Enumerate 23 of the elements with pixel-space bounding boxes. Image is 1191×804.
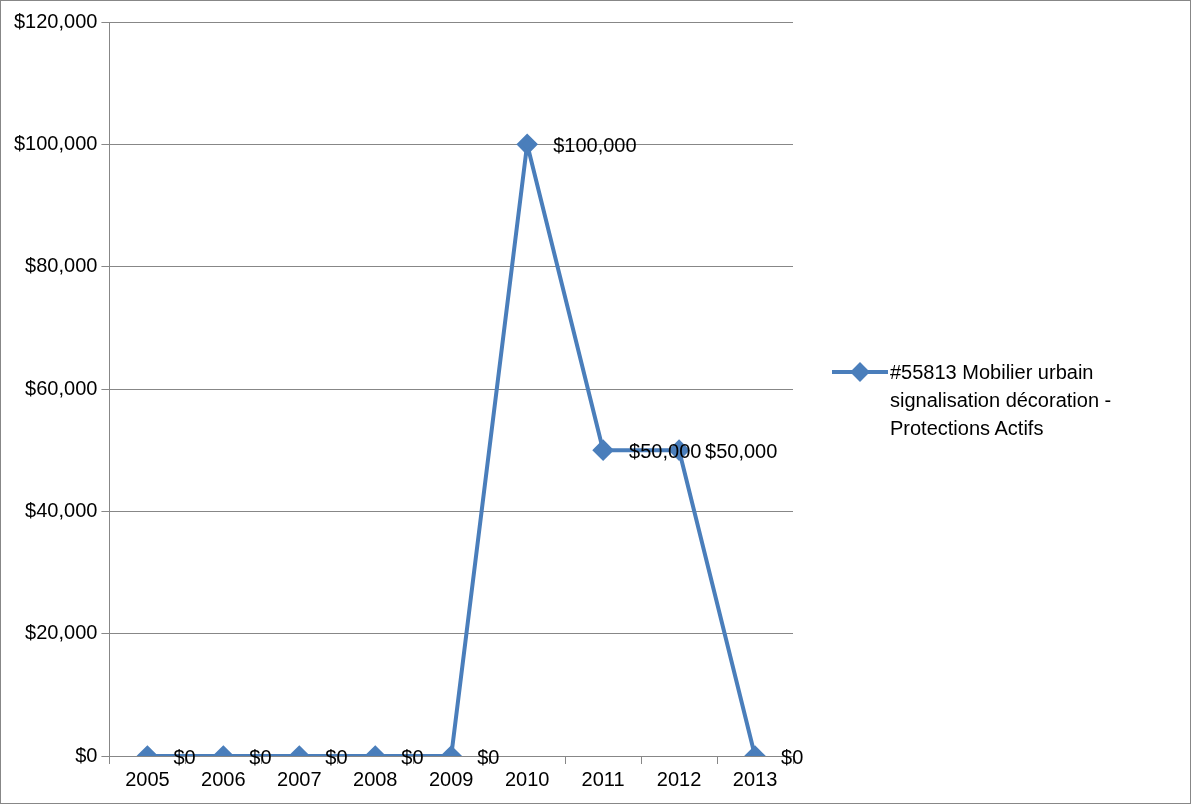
x-tick-label: 2005 [125,767,170,790]
data-label: $50,000 [705,439,778,462]
y-tick-label: $40,000 [25,498,98,521]
x-tick-label: 2006 [201,767,246,790]
point [517,134,538,155]
y-tick-label: $20,000 [25,621,98,644]
y-tick-label: $60,000 [25,376,98,399]
x-tick-label: 2008 [353,767,398,790]
legend-label: #55813 Mobilier urbain signalisation décoration - Protections Actifs [890,360,1113,441]
y-tick-label: $100,000 [14,131,98,154]
y-tick-label: $0 [75,743,98,766]
data-label: $0 [781,745,804,768]
x-tick-label: 2012 [656,767,702,790]
point [593,440,614,461]
data-label: $100,000 [553,133,637,156]
x-tick-label: 2009 [428,767,474,790]
x-tick-label: 2010 [504,767,550,790]
y-tick-label: $120,000 [14,9,98,32]
y-tick-label: $80,000 [25,254,98,277]
data-label: $0 [477,745,500,768]
x-tick-label: 2011 [581,767,625,790]
x-tick-label: 2013 [732,767,778,790]
x-tick-label: 2007 [277,767,322,790]
